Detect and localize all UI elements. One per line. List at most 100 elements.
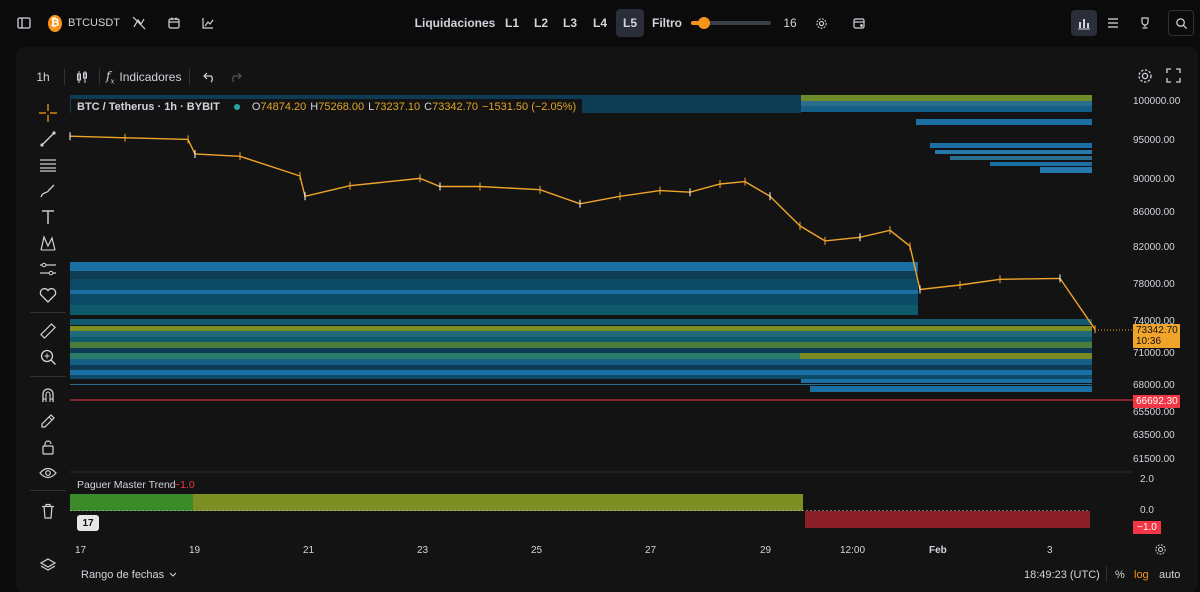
price-tick: 68000.00 [1133, 380, 1175, 391]
liquidation-price-tag: 66692.30 [1133, 395, 1180, 408]
text-icon[interactable] [30, 204, 66, 230]
close-value: 73342.70 [432, 100, 478, 113]
filtro-slider-knob[interactable] [697, 17, 710, 29]
price-tick: 63500.00 [1133, 430, 1175, 441]
magnet-icon[interactable] [30, 382, 66, 408]
indicators-chart-icon[interactable] [1071, 10, 1097, 36]
countdown-value: 10:36 [1136, 336, 1162, 347]
line-chart-icon[interactable] [197, 10, 219, 36]
trash-icon[interactable] [30, 498, 66, 524]
level-l1-button[interactable]: L1 [504, 16, 519, 30]
log-toggle[interactable]: log [1134, 569, 1149, 581]
divider [30, 490, 66, 491]
level-l4-button[interactable]: L4 [592, 16, 607, 30]
trend-bar-green [70, 494, 193, 511]
divider [30, 376, 66, 377]
undo-icon[interactable] [198, 71, 220, 83]
measure-settings-icon[interactable] [30, 256, 66, 282]
time-tick: 21 [303, 545, 315, 556]
eye-icon[interactable] [30, 460, 66, 486]
divider [99, 69, 100, 85]
percent-toggle[interactable]: % [1115, 569, 1125, 581]
price-tick: 95000.00 [1133, 135, 1175, 146]
search-icon[interactable] [1168, 10, 1194, 36]
ruler-icon[interactable] [30, 318, 66, 344]
indicator-axis-tick: 0.0 [1140, 505, 1154, 516]
fullscreen-icon[interactable] [1166, 68, 1181, 88]
last-price-tag: 73342.70 10:36 [1133, 324, 1180, 348]
filtro-value: 16 [783, 16, 797, 30]
indicator-value-tag: −1.0 [1133, 521, 1161, 534]
status-dot-icon [233, 103, 240, 110]
time-tick: 29 [760, 545, 772, 556]
date-range-label: Rango de fechas [81, 569, 165, 581]
symbol-selector[interactable]: ₿ BTCUSDT [48, 10, 120, 36]
level-l3-button[interactable]: L3 [562, 16, 577, 30]
price-tick: 78000.00 [1133, 279, 1175, 290]
level-l5-button[interactable]: L5 [616, 9, 644, 37]
calendar-replay-icon[interactable] [848, 10, 870, 36]
low-label: L [368, 100, 375, 113]
date-range-button[interactable]: Rango de fechas [81, 569, 177, 581]
trend-line-icon[interactable] [30, 126, 66, 152]
lock-pencil-icon[interactable] [30, 408, 66, 434]
indicator-name[interactable]: Paguer Master Trend [77, 479, 176, 491]
trend-bar-olive [193, 494, 803, 511]
indicators-button[interactable]: Indicadores [119, 70, 182, 84]
list-icon[interactable] [1102, 10, 1124, 36]
price-tick: 90000.00 [1133, 174, 1175, 185]
heart-icon[interactable] [30, 282, 66, 308]
time-tick: Feb [929, 545, 947, 556]
filtro-label: Filtro [652, 16, 682, 30]
close-label: C [424, 100, 433, 113]
hide-drawings-icon[interactable] [128, 10, 150, 36]
price-tick: 82000.00 [1133, 242, 1175, 253]
axis-settings-icon[interactable] [1154, 543, 1167, 561]
liquidaciones-label: Liquidaciones [414, 16, 496, 30]
low-value: 73237.10 [374, 100, 421, 113]
auto-toggle[interactable]: auto [1159, 569, 1181, 581]
price-series [69, 132, 1096, 334]
filtro-slider-fill [691, 21, 704, 25]
sidebar-toggle-icon[interactable] [12, 10, 36, 36]
time-tick: 3 [1047, 545, 1053, 556]
liquidation-heatmap [70, 95, 1092, 392]
pattern-icon[interactable] [30, 230, 66, 256]
time-tick: 19 [189, 545, 201, 556]
high-value: 75268.00 [318, 100, 365, 113]
candles-icon[interactable] [71, 70, 93, 84]
trophy-icon[interactable] [1134, 10, 1156, 36]
brush-icon[interactable] [30, 178, 66, 204]
price-tick: 74000.00 [1133, 316, 1175, 327]
calendar-icon[interactable] [163, 10, 185, 36]
price-tick: 65500.00 [1133, 407, 1175, 418]
zoom-in-icon[interactable] [30, 344, 66, 370]
level-l2-button[interactable]: L2 [533, 16, 548, 30]
last-price-value: 73342.70 [1136, 325, 1178, 336]
chevron-down-icon [169, 569, 177, 581]
filtro-slider[interactable] [691, 17, 771, 29]
bitcoin-icon: ₿ [48, 14, 63, 32]
indicator-axis-tick: 2.0 [1140, 474, 1154, 485]
time-tick: 27 [645, 545, 657, 556]
high-label: H [310, 100, 319, 113]
chart-settings-icon[interactable] [1137, 68, 1153, 89]
utc-clock[interactable]: 18:49:23 (UTC) [1024, 569, 1100, 581]
legend-title: BTC / Tetherus · 1h · BYBIT [77, 100, 220, 113]
time-tick: 23 [417, 545, 429, 556]
redo-icon[interactable] [224, 71, 246, 83]
crosshair-icon[interactable] [30, 100, 66, 126]
time-tick: 25 [531, 545, 543, 556]
gear-icon[interactable] [810, 10, 832, 36]
horizontal-lines-icon[interactable] [30, 152, 66, 178]
tradingview-logo-icon: 17 [77, 515, 99, 531]
divider [30, 312, 66, 313]
layers-icon[interactable] [30, 552, 66, 578]
open-label: O [251, 100, 261, 113]
open-value: 74874.20 [260, 100, 307, 113]
interval-button[interactable]: 1h [36, 70, 50, 84]
lock-icon[interactable] [30, 434, 66, 460]
fx-icon[interactable]: fx [106, 68, 115, 86]
price-tick: 86000.00 [1133, 207, 1175, 218]
